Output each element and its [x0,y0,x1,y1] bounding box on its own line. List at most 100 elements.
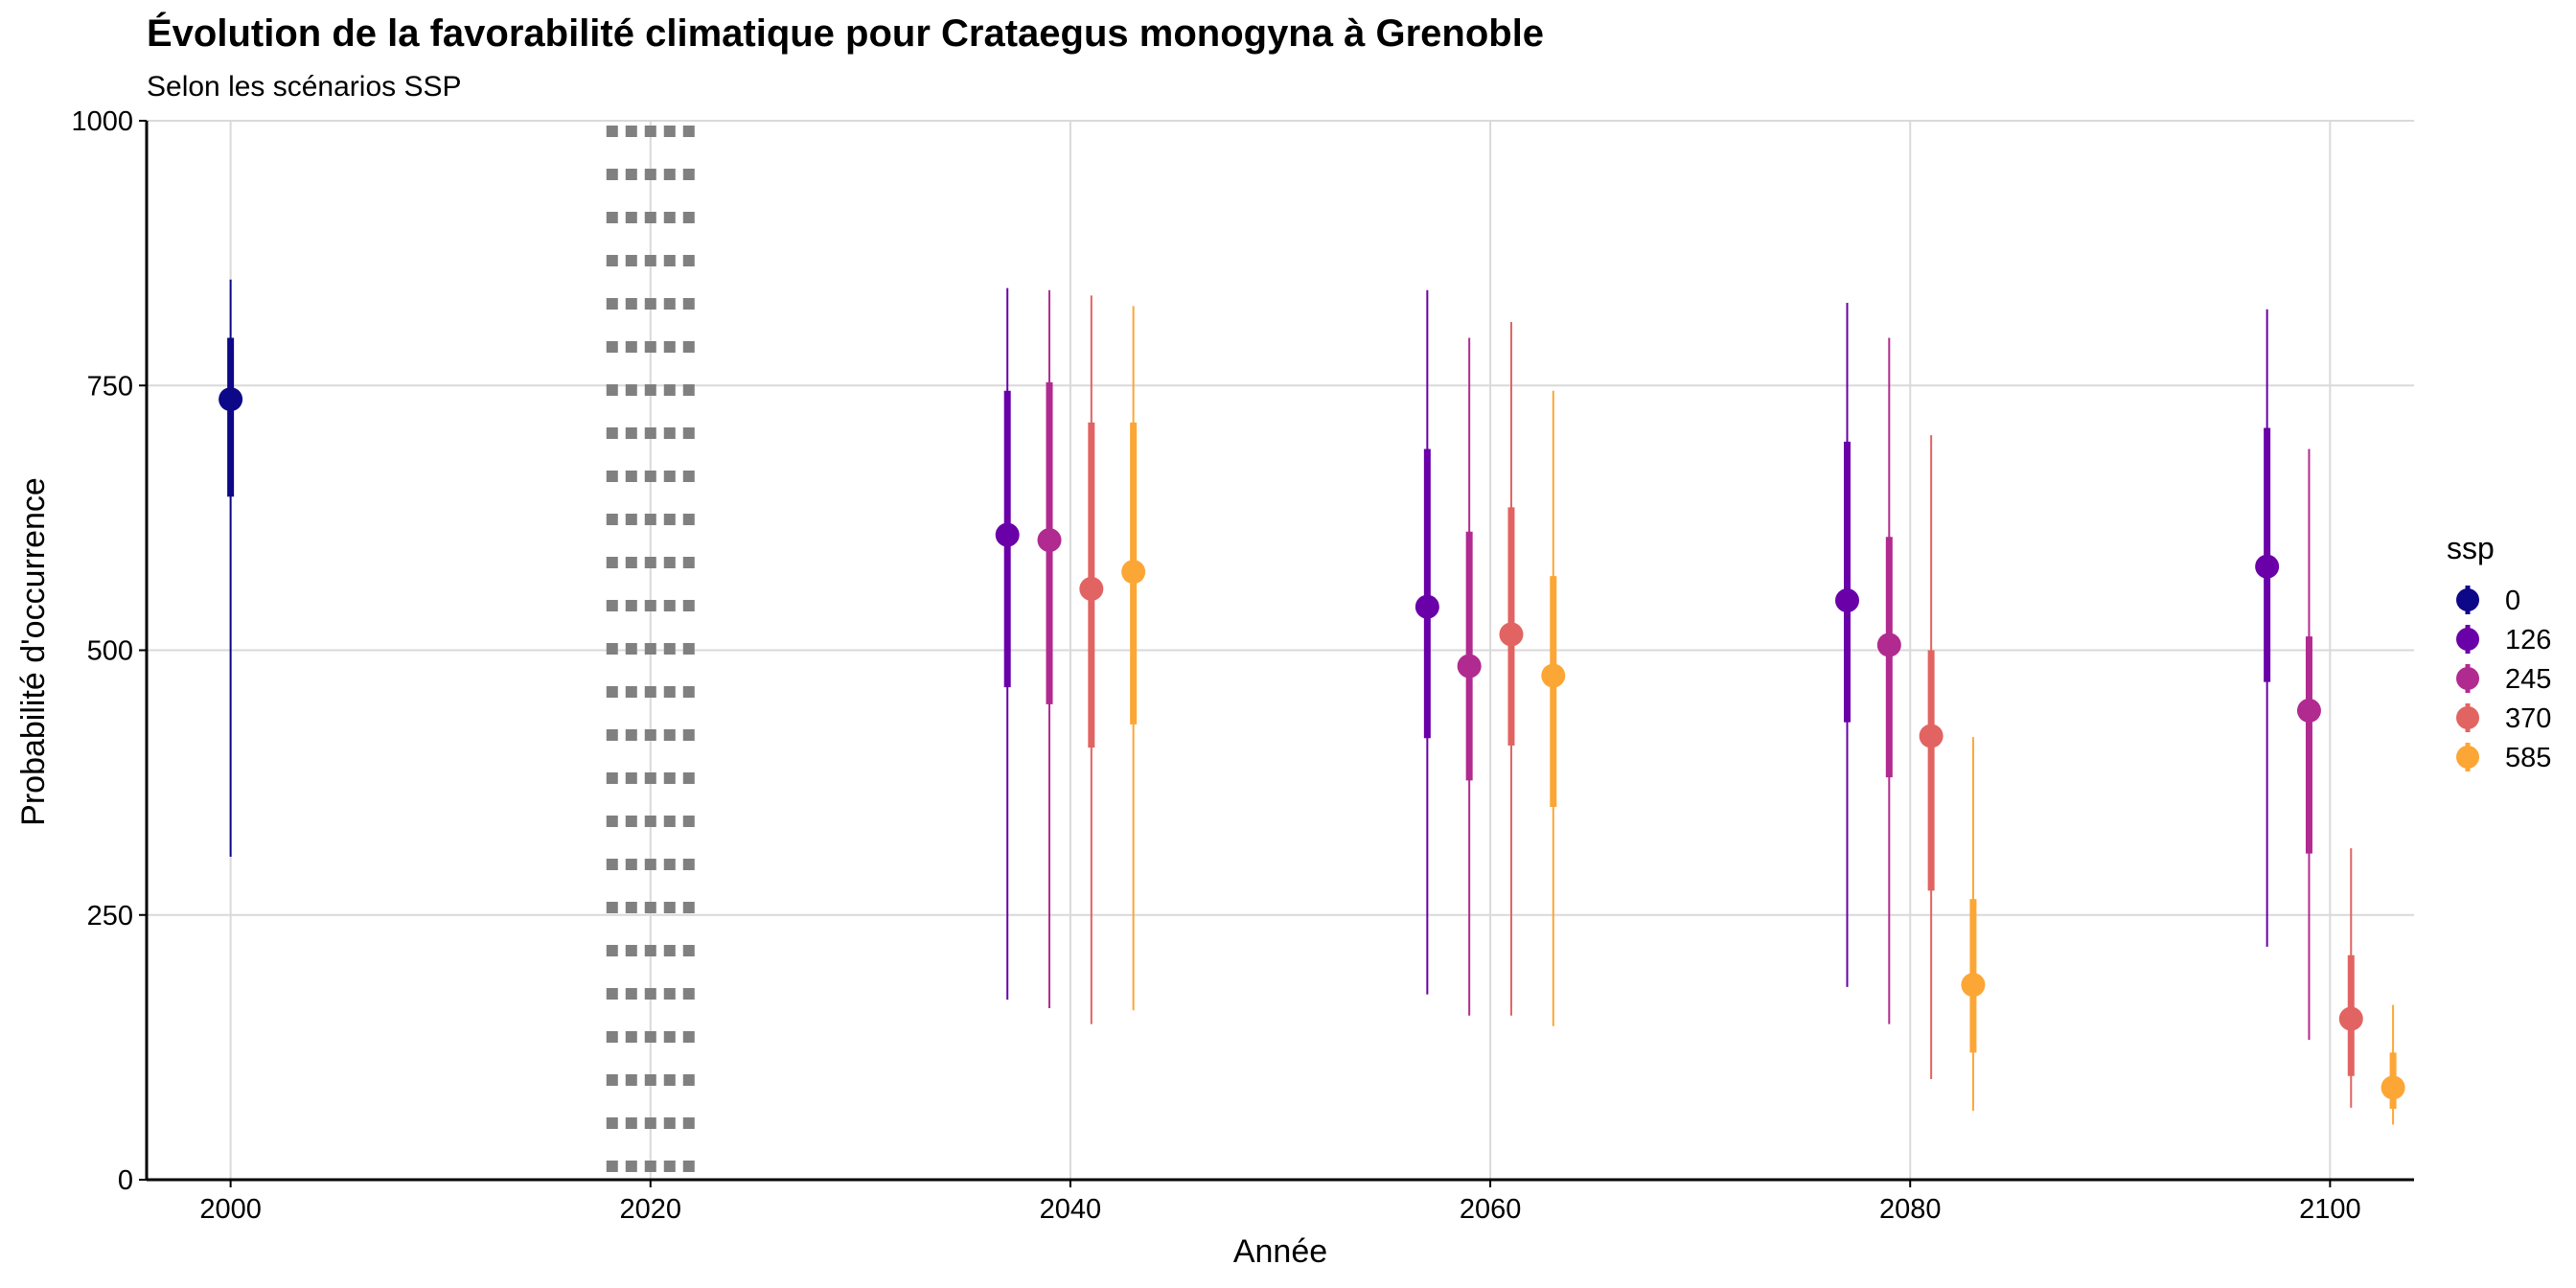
legend-key-dot [2456,628,2479,651]
legend-key-dot [2456,706,2479,729]
reference-line-dot [682,859,695,870]
reference-line-dot [644,212,656,223]
reference-line-dot [625,471,637,482]
reference-line-dot [644,126,656,137]
data-point [2296,698,2321,723]
reference-line-dot [606,902,618,913]
reference-line-dot [606,169,618,180]
data-point [1835,588,1859,613]
data-point [1037,528,1062,553]
reference-line-dot [682,643,695,655]
reference-line-dot [625,1031,637,1043]
reference-line-dot [625,859,637,870]
reference-line-dot [663,816,676,827]
y-tick-label: 500 [87,636,133,667]
x-tick-label: 2000 [199,1194,262,1225]
reference-line-dot [644,1074,656,1086]
y-tick-label: 0 [118,1165,133,1196]
reference-line-dot [606,514,618,525]
data-point [1919,724,1944,748]
reference-line-dot [682,427,695,439]
reference-line-dot [644,729,656,741]
reference-line-dot [625,643,637,655]
reference-line-dot [625,1161,637,1172]
chart-subtitle: Selon les scénarios SSP [147,71,462,103]
reference-line-dot [663,686,676,698]
data-point [2380,1075,2405,1100]
reference-line-dot [682,557,695,568]
reference-line-dot [625,384,637,396]
reference-line-dot [606,643,618,655]
legend-title: ssp [2447,531,2495,565]
reference-line-dot [606,945,618,956]
legend-label: 245 [2505,664,2551,695]
reference-line-dot [682,514,695,525]
data-point [2255,554,2280,579]
reference-line-dot [606,557,618,568]
reference-line-dot [682,816,695,827]
legend-key-dot [2456,667,2479,690]
reference-line-dot [644,686,656,698]
reference-line-dot [682,1074,695,1086]
reference-line-dot [682,169,695,180]
legend-key-dot [2456,588,2479,611]
reference-line-dot [663,384,676,396]
reference-line-dot [682,729,695,741]
reference-line-dot [663,427,676,439]
reference-line-dot [625,1074,637,1086]
reference-line-dot [606,384,618,396]
reference-line-dot [625,212,637,223]
reference-line-dot [644,859,656,870]
data-point [1121,560,1146,585]
data-point [1876,632,1901,657]
reference-line-dot [644,298,656,310]
reference-line-dot [682,1161,695,1172]
reference-line-dot [606,1031,618,1043]
reference-line-dot [663,859,676,870]
reference-line-dot [625,816,637,827]
reference-line-dot [606,427,618,439]
reference-line-dot [663,902,676,913]
reference-line-dot [663,341,676,353]
reference-line-dot [663,988,676,1000]
reference-line-dot [644,1031,656,1043]
reference-line-dot [625,729,637,741]
data-point [1961,973,1986,998]
reference-line-dot [663,1117,676,1129]
reference-line-dot [663,643,676,655]
reference-line-dot [682,384,695,396]
reference-line-dot [606,686,618,698]
reference-line-dot [606,816,618,827]
legend-label: 585 [2505,743,2551,773]
legend-label: 370 [2505,703,2551,734]
reference-line-dot [625,126,637,137]
reference-line-dot [663,600,676,611]
reference-line-dot [682,471,695,482]
reference-line-group [606,126,695,1172]
gridlines [147,120,2414,1181]
reference-line-dot [644,384,656,396]
reference-line-dot [644,902,656,913]
reference-line-dot [682,772,695,784]
x-tick-label: 2080 [1879,1194,1942,1225]
reference-line-dot [663,729,676,741]
data-point [1079,576,1104,601]
data-point [1457,654,1482,678]
reference-line-dot [606,1161,618,1172]
reference-line-dot [606,298,618,310]
x-tick-label: 2060 [1460,1194,1522,1225]
x-tick-label: 2040 [1040,1194,1102,1225]
reference-line-dot [606,600,618,611]
legend-label: 126 [2505,625,2551,656]
reference-line-dot [663,1074,676,1086]
reference-line-dot [682,1031,695,1043]
data-point [995,522,1020,547]
reference-line-dot [644,427,656,439]
y-axis-title: Probabilité d'occurrence [15,477,52,826]
reference-line-dot [606,859,618,870]
reference-line-dot [644,341,656,353]
reference-line-dot [606,1117,618,1129]
reference-line-dot [644,169,656,180]
reference-line-dot [682,988,695,1000]
